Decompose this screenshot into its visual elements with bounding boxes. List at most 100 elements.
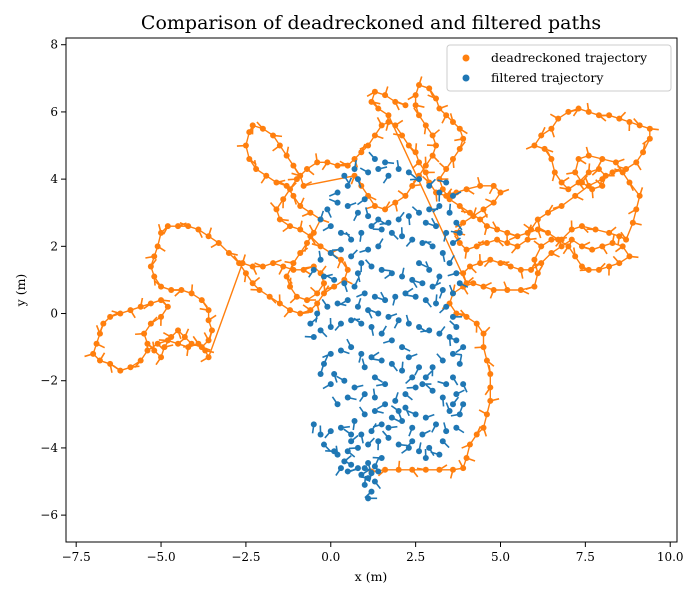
data-point [388, 360, 395, 367]
data-point [545, 229, 552, 236]
data-point [392, 397, 399, 404]
data-point [395, 216, 402, 223]
data-point [158, 297, 165, 304]
y-axis-label: y (m) [13, 274, 28, 308]
chart-title: Comparison of deadreckoned and filtered … [141, 12, 601, 34]
data-point [358, 149, 365, 156]
data-point [419, 239, 426, 246]
data-point [358, 260, 365, 267]
data-point [327, 323, 334, 330]
data-point [456, 203, 463, 209]
data-point [490, 287, 497, 293]
data-point [453, 219, 460, 226]
data-point [246, 155, 253, 162]
data-point [483, 239, 490, 246]
data-point [388, 414, 395, 421]
data-point [317, 431, 324, 438]
data-point [422, 414, 429, 421]
data-point [375, 105, 382, 112]
data-point [300, 182, 307, 189]
data-point [117, 310, 124, 317]
data-point [422, 122, 429, 129]
x-tick-label: 5.0 [491, 550, 510, 564]
data-point [280, 263, 287, 270]
data-point [456, 239, 463, 246]
data-point [456, 411, 463, 418]
data-point [382, 401, 389, 408]
data-point [144, 347, 151, 354]
x-axis-label: x (m) [355, 569, 388, 584]
data-point [388, 229, 395, 236]
data-point [446, 260, 453, 267]
data-point [616, 115, 623, 122]
data-point [416, 112, 423, 119]
data-point [646, 125, 653, 132]
data-point [270, 260, 277, 267]
data-point [463, 186, 470, 193]
data-point [304, 239, 311, 246]
data-point [619, 243, 626, 250]
data-point [568, 236, 575, 243]
data-point [259, 125, 266, 132]
data-point [392, 98, 399, 105]
data-point [449, 466, 456, 473]
data-point [609, 169, 616, 176]
data-point [158, 313, 165, 320]
data-point [290, 260, 297, 267]
x-tick-label: 0.0 [321, 550, 340, 564]
data-point [399, 273, 406, 280]
data-point [361, 411, 368, 418]
data-point [609, 239, 616, 246]
data-point [419, 431, 426, 438]
data-point [378, 357, 385, 364]
data-point [449, 155, 456, 162]
data-point [412, 411, 419, 418]
data-point [592, 226, 599, 233]
data-point [354, 209, 361, 216]
data-point [327, 250, 334, 257]
data-point [365, 142, 372, 149]
data-point [320, 273, 327, 280]
data-point [158, 283, 165, 290]
data-point [443, 166, 450, 173]
data-point [147, 263, 154, 270]
data-point [185, 344, 192, 351]
data-point [371, 293, 378, 300]
data-point [205, 317, 212, 324]
data-point [585, 108, 592, 115]
data-point [317, 327, 324, 334]
data-point [283, 152, 290, 159]
data-point [558, 243, 565, 250]
x-axis: −7.5 −5.0 −2.5 0.0 2.5 5.0 7.5 10.0 [62, 542, 684, 564]
data-point [436, 273, 443, 280]
data-point [354, 444, 361, 451]
data-point [341, 172, 348, 179]
data-point [460, 381, 467, 388]
data-point [456, 125, 463, 132]
data-point [290, 162, 297, 169]
data-point [249, 263, 256, 270]
data-point [551, 169, 558, 176]
data-point [382, 297, 389, 304]
data-point [331, 276, 338, 283]
data-point [205, 307, 212, 314]
data-point [453, 424, 460, 431]
data-point [490, 182, 497, 189]
data-point [477, 260, 484, 267]
data-point [429, 283, 436, 290]
data-point [385, 172, 392, 179]
data-point [558, 179, 565, 186]
data-point [575, 105, 582, 112]
data-point [307, 307, 314, 314]
data-point [273, 179, 280, 186]
data-point [327, 350, 334, 357]
data-point [375, 216, 382, 223]
y-tick-label: −4 [40, 441, 58, 455]
data-point [205, 354, 212, 361]
data-point [412, 149, 419, 156]
data-point [626, 253, 633, 260]
data-point [371, 203, 378, 209]
data-point [368, 223, 375, 230]
data-point [371, 394, 378, 401]
data-point [545, 209, 552, 216]
